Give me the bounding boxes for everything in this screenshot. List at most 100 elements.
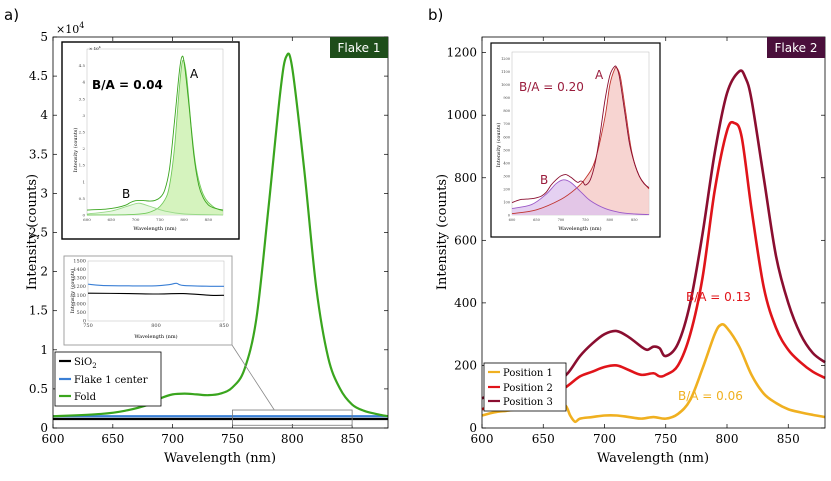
inset-a1-x-tick-label: 800 bbox=[180, 217, 188, 222]
inset-b1-x-tick-label: 700 bbox=[558, 218, 565, 222]
panel-a-series bbox=[52, 52, 389, 421]
panel-b-label: b) bbox=[428, 6, 443, 24]
panel-a-y-tick-label: 4.5 bbox=[29, 69, 48, 83]
inset-a1-series bbox=[86, 55, 224, 216]
inset-b1-y-tick-label: 600 bbox=[503, 135, 510, 139]
panel-a-y-tick-label: 3 bbox=[40, 186, 48, 200]
legend-label-sio2: SiO2 bbox=[74, 357, 97, 370]
inset-a2-x-tick-label: 750 bbox=[83, 323, 93, 329]
panel-b-y-tick-label: 1200 bbox=[446, 46, 477, 60]
panel-a-label: a) bbox=[4, 6, 19, 24]
panel-b-badge-text: Flake 2 bbox=[775, 41, 818, 55]
panel-b: b) 600 650 700 750 800 850 020040060080010001… bbox=[428, 6, 826, 466]
inset-b1-line-peak-a-fit bbox=[511, 66, 650, 215]
inset-b1-y-tick-label: 300 bbox=[503, 174, 510, 178]
panel-b-x-tick-label: 800 bbox=[716, 432, 739, 446]
inset-a1-x-tick-label: 600 bbox=[83, 217, 91, 222]
inset-a1-y-tick-label: 1 bbox=[82, 179, 85, 184]
panel-a-y-tick-label: 2.5 bbox=[29, 226, 48, 240]
panel-a-y-tick-label: 1 bbox=[40, 343, 48, 357]
inset-a1-fill-peak-b-fit bbox=[87, 203, 223, 215]
inset-a1-y-tick-label: 4.5 bbox=[79, 63, 86, 68]
inset-a1-y-tick-label: 1.5 bbox=[79, 163, 86, 168]
inset-b1-x-label: Wavelength (nm) bbox=[558, 225, 601, 232]
panel-b-y-tick-label: 800 bbox=[454, 171, 477, 185]
legend-label-position-2: Position 2 bbox=[503, 383, 553, 394]
inset-b1-fill-peak-a-fit bbox=[512, 67, 649, 215]
panel-b-y-tick-label: 0 bbox=[469, 421, 477, 435]
panel-b-badge bbox=[767, 37, 825, 58]
panel-b-x-tick-label: 600 bbox=[471, 432, 494, 446]
inset-a1-x-tick-label: 700 bbox=[132, 217, 140, 222]
inset-b1-y-tick-label: 400 bbox=[503, 161, 510, 165]
inset-a1-y-tick-label: 3 bbox=[82, 113, 85, 118]
inset-b1-x-tick-label: 600 bbox=[509, 218, 516, 222]
inset-a2-y-tick-label: 500 bbox=[76, 310, 86, 316]
inset-b1-line-peak-b-fit bbox=[511, 179, 650, 216]
panel-b-y-label: Intensity (counts) bbox=[435, 174, 450, 290]
inset-a2-axes bbox=[87, 260, 225, 322]
panel-a-y-tick-label: 3.5 bbox=[29, 147, 48, 161]
inset-b1-y-tick-label: 100 bbox=[503, 200, 510, 204]
inset-a1-x-ticks: 600 650 700 750 800 850 bbox=[83, 217, 213, 222]
inset-b1-y-tick-label: 1200 bbox=[501, 57, 510, 61]
inset-b1-y-tick-label: 900 bbox=[503, 96, 510, 100]
inset-b1-peak-b: B bbox=[540, 173, 548, 187]
inset-b1-y-tick-label: 1100 bbox=[501, 70, 510, 74]
panel-a-exponent: ×104 bbox=[56, 21, 84, 36]
panel-b-x-tick-label: 850 bbox=[777, 432, 800, 446]
inset-b1-y-tick-label: 500 bbox=[503, 148, 510, 152]
inset-b1-y-tick-label: 0 bbox=[508, 214, 510, 218]
inset-a2-line-flake-1-center bbox=[87, 282, 225, 287]
inset-a2-y-tick-label: 1200 bbox=[73, 284, 86, 290]
inset-b1-x-tick-label: 650 bbox=[533, 218, 540, 222]
inset-a1-x-label: Wavelength (nm) bbox=[133, 225, 176, 232]
panel-b-x-tick-label: 650 bbox=[532, 432, 555, 446]
inset-a2-x-label: Wavelength (nm) bbox=[134, 333, 177, 340]
inset-b1-y-tick-label: 1000 bbox=[501, 83, 510, 87]
inset-a1-x-tick-label: 650 bbox=[107, 217, 115, 222]
inset-a2-x-ticks: 750 800 850 bbox=[83, 323, 229, 329]
panel-a-y-tick-label: 2 bbox=[40, 265, 48, 279]
inset-a1-line-peak-a-fit bbox=[86, 59, 224, 216]
panel-b-y-tick-label: 600 bbox=[454, 233, 477, 247]
inset-a2-y-tick-label: 1100 bbox=[73, 293, 86, 299]
panel-a-y-tick-label: 4 bbox=[40, 108, 48, 122]
panel-b-y-tick-label: 1000 bbox=[446, 108, 477, 122]
inset-a1-x-tick-label: 850 bbox=[205, 217, 213, 222]
inset-a1-peak-b: B bbox=[122, 187, 130, 201]
inset-a1-peak-a: A bbox=[190, 67, 199, 81]
inset-b1-y-tick-label: 200 bbox=[503, 187, 510, 191]
legend-label-position-3: Position 3 bbox=[503, 397, 553, 408]
inset-b1-x-tick-label: 750 bbox=[582, 218, 589, 222]
panel-b-y-tick-labels: 0 200 400 600 800 1000 1200 bbox=[446, 46, 477, 435]
inset-a1-line-fold bbox=[86, 55, 224, 211]
inset-b1-x-ticks: 600 650 700 750 800 850 bbox=[509, 218, 638, 222]
inset-b1-series bbox=[511, 65, 650, 216]
panel-a-x-tick-label: 650 bbox=[101, 432, 124, 446]
inset-a1-fill-peak-a-fit bbox=[87, 60, 223, 215]
legend-label-flake-center: Flake 1 center bbox=[74, 375, 148, 386]
inset-a2-y-label: Intensity (counts) bbox=[69, 269, 76, 314]
inset-b1-y-label: Intensity (counts) bbox=[495, 123, 502, 168]
inset-a1-ratio: B/A = 0.04 bbox=[92, 78, 163, 92]
annotation-position-1: B/A = 0.06 bbox=[678, 389, 743, 403]
inset-a2-y-tick-label: 1000 bbox=[73, 301, 86, 307]
inset-a2-x-tick-label: 850 bbox=[219, 323, 229, 329]
panel-b-y-tick-label: 400 bbox=[454, 296, 477, 310]
inset-a2-y-tick-label: 1400 bbox=[73, 267, 86, 273]
panel-b-frame bbox=[481, 36, 826, 429]
inset-a1-y-ticks: 0 0.5 1 1.5 2 2.5 3 3.5 4 4.5 bbox=[79, 63, 86, 217]
panel-a-y-tick-label: 0.5 bbox=[29, 382, 48, 396]
inset-a1-line-peak-b-fit bbox=[86, 202, 224, 216]
inset-a2-x-tick-label: 800 bbox=[151, 323, 161, 329]
inset-a1-y-tick-label: 4 bbox=[82, 80, 85, 85]
panel-a-badge-text: Flake 1 bbox=[338, 41, 381, 55]
inset-a1: 600 650 700 750 800 850 00.511.522.533.544.5 … bbox=[61, 41, 240, 240]
inset-a1-exponent: × 104 bbox=[89, 45, 101, 51]
inset-a1-y-tick-label: 3.5 bbox=[79, 96, 86, 101]
inset-b1-y-ticks: 0 100 200 300 400 500 600 700 800 900 1000 1100 1200 bbox=[501, 57, 510, 217]
panel-a-x-label: Wavelength (nm) bbox=[164, 451, 276, 466]
inset-a2-frame bbox=[63, 255, 233, 346]
inset-b1-x-tick-label: 800 bbox=[607, 218, 614, 222]
